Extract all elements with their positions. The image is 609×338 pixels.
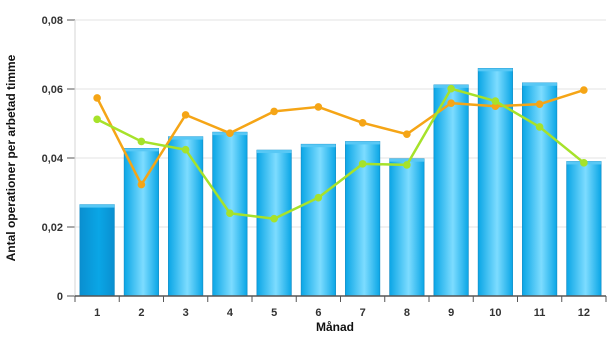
x-tick-label: 7 — [360, 307, 366, 319]
line-1-point — [93, 94, 101, 102]
line-1-point — [226, 129, 234, 137]
line-2-point — [535, 123, 544, 131]
bar-month-3 — [168, 136, 204, 297]
line-1-point — [358, 119, 367, 127]
line-series — [93, 84, 588, 223]
line-1-point — [137, 180, 146, 189]
line-1-point — [314, 103, 323, 111]
bar-month-8 — [389, 158, 425, 297]
x-tick-label: 12 — [578, 307, 590, 319]
x-tick-label: 4 — [227, 307, 234, 319]
line-2-point — [93, 115, 101, 124]
bar-month-5 — [256, 149, 292, 297]
y-tick-label: 0 — [57, 291, 63, 303]
x-tick-label: 5 — [271, 307, 277, 319]
line-series-2 — [96, 87, 585, 220]
bar-top-highlight — [168, 136, 203, 140]
bar-top-highlight — [522, 82, 557, 86]
y-tick-label: 0,08 — [42, 15, 63, 27]
line-2-point — [403, 161, 411, 169]
y-tick-label: 0,04 — [42, 153, 64, 165]
y-tick-label: 0,02 — [42, 222, 63, 234]
line-1-point — [181, 111, 190, 119]
line-2-point — [226, 209, 234, 217]
line-1-point — [270, 107, 278, 116]
bar-top-highlight — [389, 158, 425, 162]
x-axis: 1 2 3 4 5 6 7 8 9 10 11 12 — [74, 295, 607, 319]
line-1-point — [580, 86, 588, 94]
bar-month-1 — [79, 204, 115, 297]
line-1-point — [535, 100, 544, 108]
line-2-point — [580, 159, 588, 167]
line-1-point — [403, 130, 411, 138]
bar-month-2 — [123, 148, 159, 297]
x-tick-label: 10 — [489, 307, 501, 319]
bar-month-12 — [566, 161, 602, 297]
line-2-point — [137, 137, 146, 146]
bar-series — [79, 68, 602, 297]
x-tick-label: 9 — [448, 307, 454, 319]
x-axis-title: Månad — [316, 320, 354, 334]
x-tick-label: 6 — [315, 307, 321, 319]
bar-month-11 — [522, 82, 558, 297]
bar-top-highlight — [124, 148, 159, 152]
bar-top-highlight — [301, 144, 336, 148]
line-2-point — [358, 160, 367, 168]
bar-top-highlight — [79, 204, 115, 208]
x-tick-label: 11 — [534, 307, 546, 319]
y-axis-title: Antal operationer per arbetad timme — [4, 54, 18, 261]
bar-top-highlight — [478, 68, 513, 72]
y-tick-label: 0,06 — [42, 84, 63, 96]
x-tick-label: 2 — [138, 307, 144, 319]
bar-top-highlight — [256, 150, 292, 154]
bar-month-6 — [300, 143, 336, 297]
bar-month-9 — [433, 84, 469, 297]
bar-top-highlight — [345, 141, 380, 145]
line-1-point — [447, 99, 455, 107]
line-2-point — [447, 84, 455, 93]
gridlines — [75, 19, 606, 228]
y-axis-ticks: 0 0,02 0,04 0,06 0,08 — [42, 15, 76, 303]
x-tick-label: 1 — [94, 307, 100, 319]
line-2-point — [270, 214, 278, 223]
line-2-point — [491, 97, 500, 105]
line-2-point — [314, 193, 323, 202]
line-2-point — [181, 145, 190, 154]
x-tick-label: 3 — [183, 307, 189, 319]
x-tick-label: 8 — [404, 307, 410, 319]
